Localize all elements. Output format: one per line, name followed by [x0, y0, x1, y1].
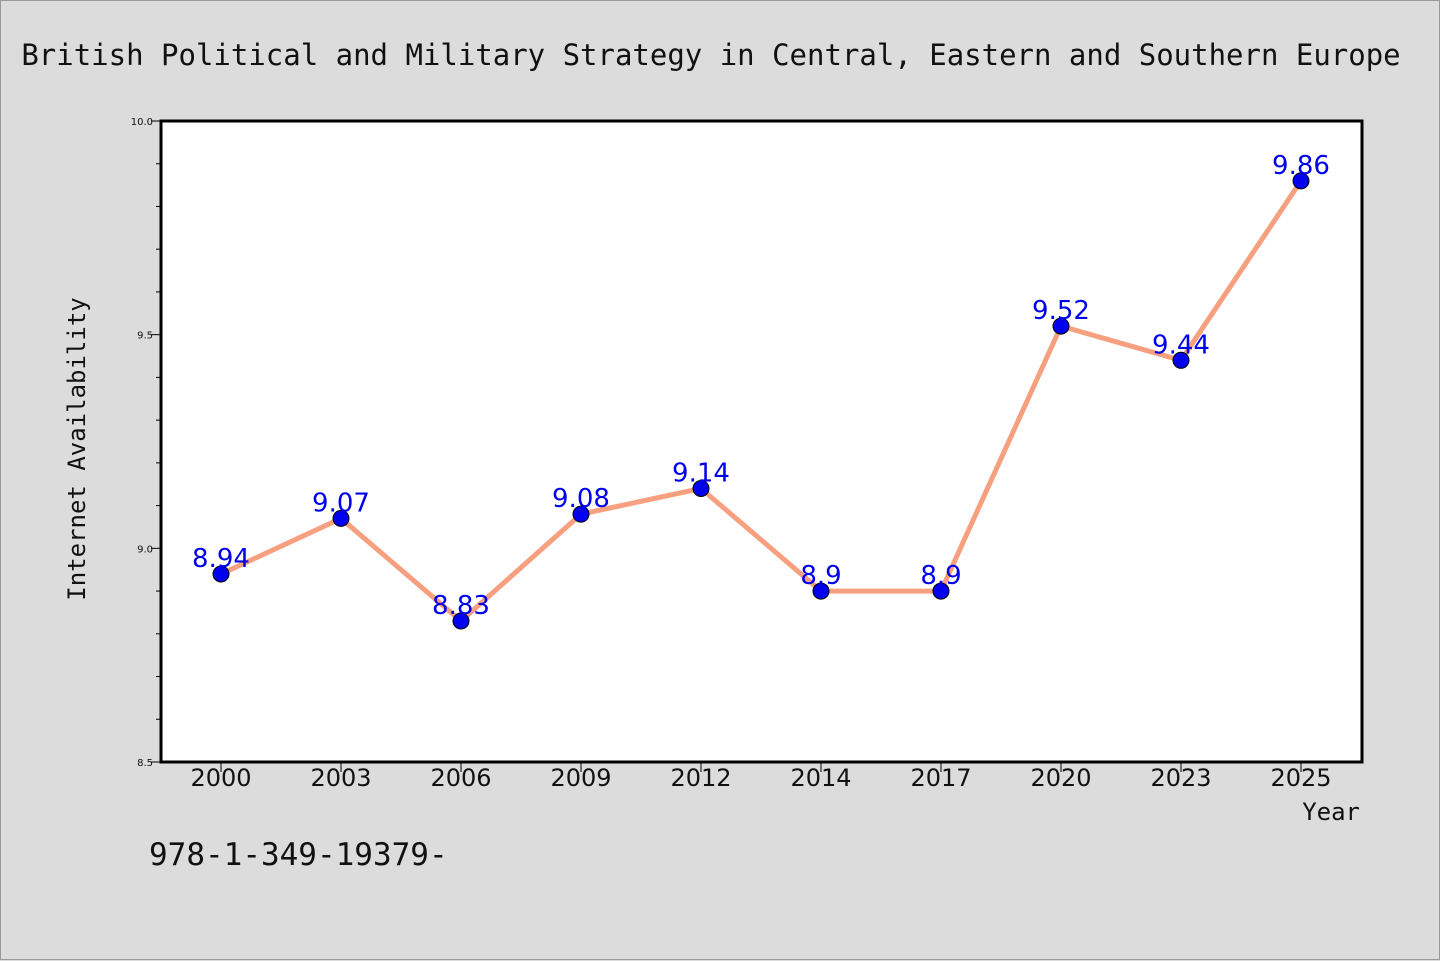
- x-tick-label: 2012: [670, 764, 731, 792]
- data-label: 9.08: [552, 484, 610, 514]
- data-point: [572, 505, 590, 523]
- x-tick-label: 2006: [430, 764, 491, 792]
- x-tick-label: 2003: [310, 764, 371, 792]
- data-point: [1292, 172, 1310, 190]
- y-axis-title: Internet Availability: [63, 297, 91, 600]
- x-tick-label: 2020: [1030, 764, 1091, 792]
- data-point: [932, 582, 950, 600]
- chart-title: British Political and Military Strategy …: [21, 38, 1400, 72]
- y-axis-ticks: 8.5 9.0 9.5 10.0: [131, 117, 161, 769]
- data-labels: 8.94 9.07 8.83 9.08 9.14 8.9 8.9 9.52 9.44 9.86: [192, 151, 1330, 621]
- y-tick-label: 8.5: [137, 758, 153, 769]
- series-line: [218, 178, 1304, 624]
- data-point: [212, 565, 230, 583]
- data-label: 8.83: [432, 591, 490, 621]
- data-label: 8.94: [192, 544, 250, 574]
- data-label: 9.07: [312, 488, 370, 518]
- y-tick-label: 9.0: [137, 544, 153, 555]
- data-label: 9.86: [1272, 151, 1330, 181]
- data-point: [692, 480, 710, 498]
- data-point: [812, 582, 830, 600]
- x-tick-label: 2000: [190, 764, 251, 792]
- data-point: [452, 612, 470, 630]
- y-tick-label: 9.5: [137, 331, 153, 342]
- data-label: 8.9: [920, 561, 961, 591]
- x-axis-title: Year: [1302, 798, 1360, 826]
- footer-identifier: 978-1-349-19379-: [149, 837, 448, 873]
- y-tick-label: 10.0: [131, 117, 153, 128]
- series-internet-availability: [218, 178, 1304, 624]
- data-point: [1052, 317, 1070, 335]
- data-label: 9.52: [1032, 296, 1090, 326]
- data-label: 9.14: [672, 459, 730, 489]
- x-tick-label: 2025: [1270, 764, 1331, 792]
- data-label: 9.44: [1152, 330, 1210, 360]
- x-tick-label: 2009: [550, 764, 611, 792]
- x-tick-label: 2017: [910, 764, 971, 792]
- data-markers: [212, 172, 1310, 630]
- plot-area: [159, 119, 1364, 764]
- x-tick-label: 2014: [790, 764, 851, 792]
- data-point: [332, 509, 350, 527]
- x-tick-label: 2023: [1150, 764, 1211, 792]
- data-point: [1172, 351, 1190, 369]
- x-axis-ticks: 2000 2003 2006 2009 2012 2014 2017 2020 2023 2025: [190, 762, 1332, 792]
- data-label: 8.9: [800, 561, 841, 591]
